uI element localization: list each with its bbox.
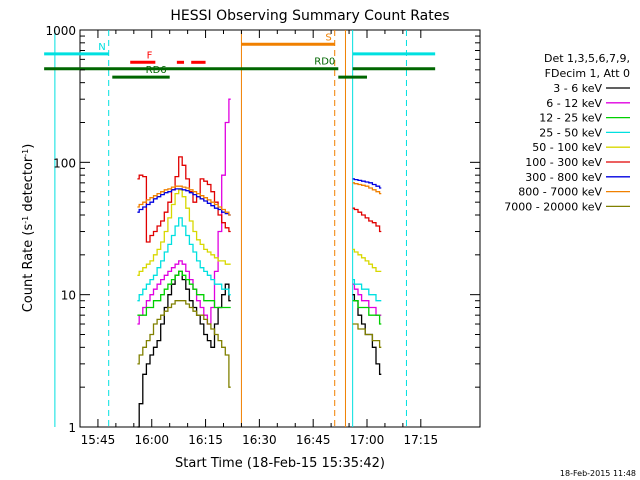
x-tick-label-16-30: 16:30	[242, 433, 277, 447]
legend-header-line-2: FDecim 1, Att 0	[545, 67, 630, 80]
state-bar-label-rd0: RD0	[314, 57, 335, 68]
legend-header-line-1: Det 1,3,5,6,7,9,	[544, 52, 630, 65]
legend-label-100-300-kev: 100 - 300 keV	[525, 156, 602, 169]
series-line-12-25-kev-1	[352, 300, 382, 325]
legend-label-12-25-kev: 12 - 25 keV	[539, 112, 602, 125]
x-tick-label-17-15: 17:15	[404, 433, 439, 447]
series-line-800-7000-kev-0	[137, 185, 231, 216]
series-line-300-800-kev-1	[352, 178, 382, 189]
x-tick-label-16-45: 16:45	[296, 433, 331, 447]
x-tick-label-15-45: 15:45	[81, 433, 116, 447]
series-line-50-100-kev-0	[137, 189, 231, 276]
series-lines	[137, 98, 382, 428]
legend-label-300-800-kev: 300 - 800 keV	[525, 171, 602, 184]
legend-label-6-12-kev: 6 - 12 keV	[546, 97, 602, 110]
series-line-3-6-kev-0	[137, 270, 231, 428]
series-line-300-800-kev-0	[137, 188, 231, 216]
series-line-100-300-kev-0	[137, 156, 231, 243]
plot-frame	[79, 29, 481, 428]
state-bar-label-rd6: RD6	[146, 65, 167, 76]
state-bars: N S F RD0 RD6	[44, 32, 436, 79]
legend-label-50-100-kev: 50 - 100 keV	[532, 141, 602, 154]
series-line-25-50-kev-1	[352, 278, 382, 302]
axes: 15:45 16:00 16:15 16:30 16:45 17:00 17:15 1 10 10…	[45, 24, 480, 447]
footer-date: 18-Feb-2015 11:48	[560, 469, 636, 478]
y-tick-label-1: 1	[68, 421, 76, 435]
state-bar-label-s: S	[325, 32, 331, 43]
legend-label-3-6-kev: 3 - 6 keV	[553, 82, 602, 95]
vertical-markers	[54, 30, 407, 427]
series-line-7000-20000-kev-1	[352, 323, 382, 348]
series-line-12-25-kev-0	[137, 270, 231, 316]
x-tick-label-16-15: 16:15	[188, 433, 223, 447]
legend-label-25-50-kev: 25 - 50 keV	[539, 126, 602, 139]
series-line-6-12-kev-0	[137, 98, 231, 325]
state-bar-label-f: F	[147, 50, 153, 61]
series-line-50-100-kev-1	[352, 248, 382, 273]
x-axis-label: Start Time (18-Feb-15 15:35:42)	[175, 456, 385, 471]
series-line-7000-20000-kev-0	[137, 300, 231, 388]
series-line-25-50-kev-0	[137, 217, 231, 302]
legend: Det 1,3,5,6,7,9, FDecim 1, Att 0 3 - 6 k…	[504, 52, 630, 213]
y-axis-label: Count Rate (s-1 detector-1)	[21, 144, 37, 313]
x-tick-label-17-00: 17:00	[350, 433, 385, 447]
state-bar-label-n: N	[98, 42, 105, 53]
y-tick-label-100: 100	[53, 156, 76, 170]
chart-title: HESSI Observing Summary Count Rates	[170, 8, 449, 24]
legend-label-7000-20000-kev: 7000 - 20000 keV	[504, 200, 602, 213]
legend-label-800-7000-kev: 800 - 7000 keV	[518, 186, 602, 199]
y-tick-label-1000: 1000	[45, 24, 76, 38]
x-tick-label-16-00: 16:00	[134, 433, 169, 447]
y-tick-label-10: 10	[61, 289, 76, 303]
series-line-6-12-kev-1	[352, 283, 382, 316]
series-line-800-7000-kev-1	[352, 182, 382, 195]
series-line-100-300-kev-1	[352, 207, 382, 233]
